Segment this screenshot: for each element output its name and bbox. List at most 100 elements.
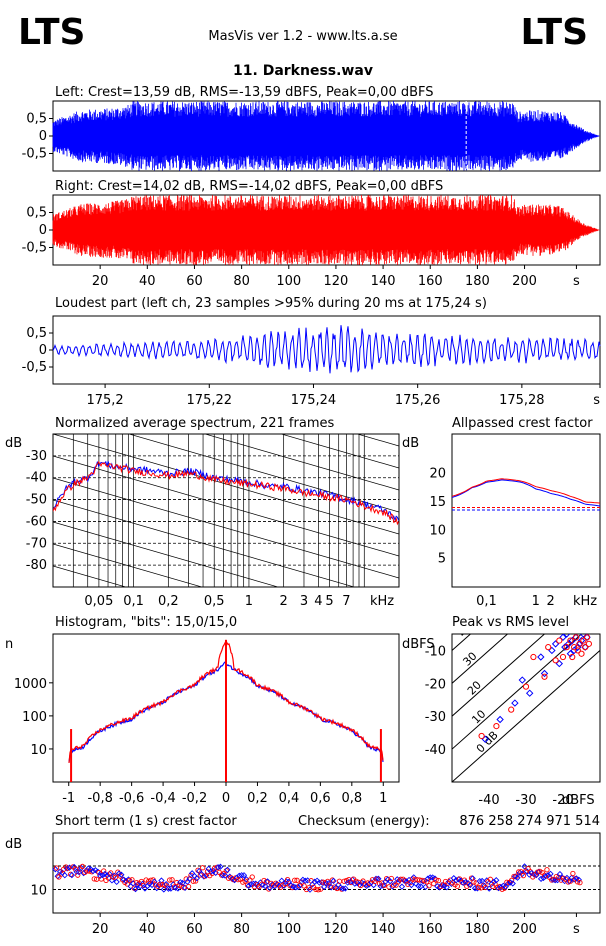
spectrum-slope-line (203, 434, 399, 491)
checksum-value: 876 258 274 971 514 (459, 814, 600, 829)
left-ytick-label: 0 (39, 129, 47, 144)
crest-point-right (315, 887, 321, 893)
right-ytick-label: -0,5 (22, 241, 47, 256)
right-ytick-label: 0,5 (26, 206, 47, 221)
crest-point-right (468, 875, 475, 881)
crest-point-left (537, 875, 545, 882)
allpass-ylabel: dB (402, 436, 419, 451)
peak-rms-point-right (556, 637, 563, 644)
crest-point-left (544, 872, 552, 879)
crest-point-right (360, 878, 366, 884)
spectrum-xtick-label: 7 (342, 594, 350, 609)
histogram-title: Histogram, "bits": 15,0/15,0 (55, 615, 237, 630)
crest-point-right (421, 878, 427, 884)
spectrum-ytick-label: -30 (26, 449, 47, 464)
crest-point-left (106, 870, 113, 878)
loudest-ytick-label: -0,5 (22, 360, 47, 375)
allpass-series-left (451, 479, 601, 507)
spectrum-xtick-label: 2 (280, 594, 288, 609)
crest-point-left (570, 876, 578, 883)
peak-rms-point-right (585, 640, 593, 647)
loudest-ytick-label: 0 (39, 343, 47, 358)
allpass-ytick-label: 5 (438, 552, 446, 567)
peak-rms-point-left (496, 715, 504, 724)
right-xtick-label: 100 (276, 274, 301, 289)
crest-point-left (205, 865, 212, 872)
crest-point-left (342, 885, 349, 892)
crest-point-right (407, 879, 413, 886)
crest-point-right (169, 877, 175, 883)
loudest-title: Loudest part (left ch, 23 samples >95% d… (55, 296, 487, 311)
loudest-xtick-label: 175,22 (187, 393, 233, 408)
spectrum-slope-line (53, 455, 399, 557)
crest-title: Short term (1 s) crest factor (55, 814, 237, 829)
crest-xtick-label: 120 (324, 922, 349, 937)
crest-point-left (321, 883, 328, 890)
spectrum-ytick-label: -70 (26, 536, 47, 551)
peak-rms-point-left (562, 634, 571, 638)
spectrum-xtick-label: 0,05 (84, 594, 113, 609)
crest-point-right (79, 863, 86, 870)
loudest-xtick-label: 175,24 (291, 393, 337, 408)
allpass-xtick-label: 2 (547, 594, 555, 609)
peak-rms-ytick-label: -30 (425, 710, 446, 725)
crest-point-right (336, 878, 343, 884)
crest-point-right (124, 881, 130, 887)
right-ytick-label: 0 (39, 223, 47, 238)
spectrum-ytick-label: -60 (26, 514, 47, 529)
spectrum-series-left (53, 460, 399, 522)
peak-rms-xlabel: dBFS (562, 793, 595, 808)
crest-point-left (163, 881, 170, 888)
crest-point-left (467, 881, 474, 889)
right-xtick-label: 60 (186, 274, 203, 289)
spectrum-ytick-label: -40 (26, 471, 47, 486)
crest-point-left (509, 880, 516, 887)
crest-point-right (301, 883, 307, 889)
spectrum-xtick-label: 0,1 (123, 594, 144, 609)
peak-rms-xtick-label: -40 (478, 793, 499, 808)
logo-right: LTS (521, 12, 588, 53)
left-waveform (52, 101, 600, 171)
crest-point-right (134, 879, 140, 886)
crest-point-left (323, 880, 330, 887)
histogram-xtick-label: 0,4 (279, 791, 300, 806)
crest-point-right (292, 877, 298, 883)
crest-point-left (575, 876, 582, 883)
peak-rms-ylabel: dBFS (402, 637, 435, 652)
crest-point-right (544, 867, 550, 873)
crest-point-right (190, 878, 196, 884)
crest-point-right (549, 877, 555, 883)
crest-point-left (118, 871, 125, 878)
crest-point-left (325, 880, 332, 887)
right-xtick-label: s (573, 274, 580, 289)
crest-point-left (99, 871, 106, 879)
crest-frame (52, 832, 601, 914)
crest-point-left (280, 882, 288, 889)
peak-rms-point-right (569, 653, 576, 661)
loudest-frame (52, 315, 601, 385)
left-ytick-label: 0,5 (26, 112, 47, 127)
loudest-xtick-label: 175,26 (395, 393, 441, 408)
spectrum-xtick-label: 3 (300, 594, 308, 609)
peak-rms-point-right (508, 706, 515, 713)
crest-point-left (330, 877, 337, 885)
crest-point-right (159, 881, 166, 888)
spectrum-slope-line (280, 434, 399, 469)
allpass-series-right (451, 478, 601, 504)
peak-rms-point-right (576, 640, 583, 647)
crest-point-right (167, 877, 173, 883)
crest-xtick-label: s (573, 922, 580, 937)
loudest-xtick-label: 175,28 (499, 393, 545, 408)
peak-rms-point-left (537, 653, 545, 661)
histogram-xtick-label: -0,2 (182, 791, 207, 806)
peak-rms-diagonal (452, 649, 600, 782)
right-title: Right: Crest=14,02 dB, RMS=-14,02 dBFS, … (55, 179, 443, 194)
crest-point-right (317, 886, 324, 892)
histogram-xtick-label: 1 (379, 791, 387, 806)
histogram-ylabel: n (5, 637, 13, 652)
crest-point-left (398, 883, 406, 890)
histogram-xtick-label: -0,6 (119, 791, 144, 806)
crest-point-left (240, 872, 248, 879)
allpass-ytick-label: 20 (429, 467, 446, 482)
